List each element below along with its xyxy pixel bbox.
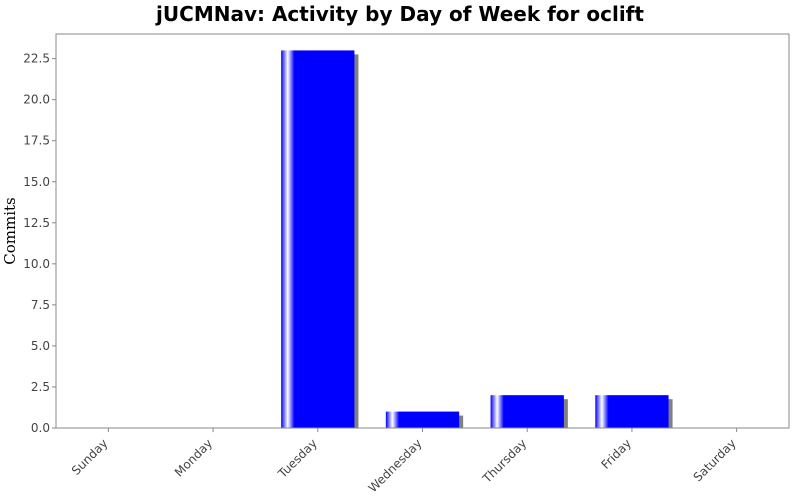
y-tick-label: 20.0 (23, 93, 50, 107)
y-tick-label: 12.5 (23, 216, 50, 230)
y-tick-label: 10.0 (23, 257, 50, 271)
y-tick-label: 0.0 (31, 421, 50, 435)
bar-tuesday (281, 50, 355, 429)
bar-wednesday (385, 411, 460, 428)
y-tick-label: 7.5 (31, 298, 50, 312)
y-tick-label: 22.5 (23, 52, 50, 66)
x-tick-label: Tuesday (275, 436, 320, 481)
x-ticks: Sunday Monday Tuesday Wednesday Thursday Frid… (69, 428, 739, 495)
x-tick-label: Saturday (691, 436, 739, 484)
x-tick-label: Thursday (479, 436, 529, 486)
chart-title: jUCMNav: Activity by Day of Week for ocl… (156, 2, 644, 26)
y-axis-title: Commits (1, 197, 19, 264)
x-tick-label: Sunday (69, 436, 111, 478)
bar-friday (595, 395, 669, 428)
y-tick-label: 2.5 (31, 380, 50, 394)
x-tick-label: Wednesday (366, 436, 425, 495)
bars-layer (281, 50, 673, 429)
y-ticks: 0.0 2.5 5.0 7.5 10.0 12.5 15.0 17.5 20.0 22.5 (23, 52, 56, 435)
bar-thursday (490, 395, 564, 428)
y-tick-label: 17.5 (23, 134, 50, 148)
x-tick-label: Monday (172, 436, 215, 479)
plot-area (55, 33, 790, 429)
y-tick-label: 15.0 (23, 175, 50, 189)
y-tick-label: 5.0 (31, 339, 50, 353)
x-tick-label: Friday (598, 436, 634, 472)
